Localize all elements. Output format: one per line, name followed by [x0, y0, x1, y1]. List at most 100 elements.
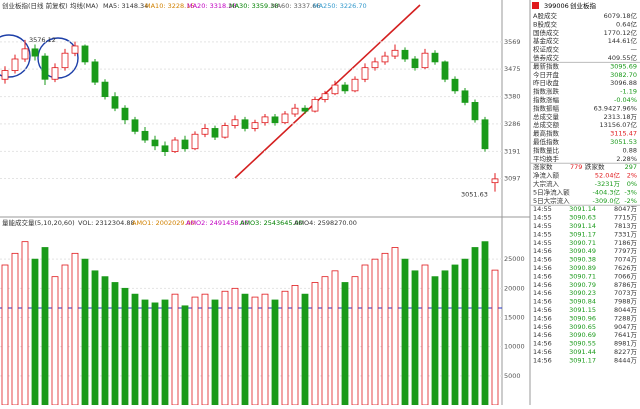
volume-bar	[381, 252, 389, 406]
quote-value: 0.88	[623, 146, 637, 154]
turnover-label: 基金成交	[533, 36, 560, 45]
flow-value: -309.0亿	[593, 196, 621, 205]
candle-body	[91, 61, 99, 83]
tick-volume: 9047万	[614, 323, 638, 331]
quote-label: 最低指数	[533, 137, 560, 146]
quote-value: 13156.07亿	[599, 120, 637, 129]
turnover-value: 0.64亿	[616, 19, 637, 28]
tick-price: 3091.17	[569, 230, 596, 238]
volume-bar	[241, 293, 249, 406]
tick-time: 14:55	[533, 239, 552, 247]
candle-body	[171, 139, 179, 153]
tick-price: 3090.49	[569, 247, 596, 255]
volume-bar	[291, 285, 299, 406]
ma-label: MA250: 3226.70	[313, 2, 367, 10]
turnover-label: B股成交	[533, 19, 557, 28]
tick-price: 3090.84	[569, 298, 596, 306]
volume-bar	[361, 264, 369, 406]
ma-label: MA60: 3337.66	[271, 2, 320, 10]
volume-bar	[101, 276, 109, 406]
candle-body	[341, 84, 349, 92]
quote-value: -1.19	[620, 88, 637, 96]
tick-volume: 7288万	[614, 314, 638, 322]
candle-body	[331, 84, 339, 95]
candle-body	[321, 93, 329, 100]
tick-volume: 7626万	[614, 264, 638, 272]
low-label: 3051.63	[461, 191, 488, 199]
candle-body	[411, 58, 419, 69]
quote-label: 指数涨幅	[533, 95, 560, 104]
volume-bar	[121, 287, 129, 406]
volume-bar	[371, 258, 379, 406]
index-name: 创业板指	[570, 1, 597, 10]
tick-price: 3090.65	[569, 323, 596, 331]
candle-body	[131, 119, 139, 132]
y-tick-label: 25000	[504, 255, 525, 263]
tick-volume: 7641万	[614, 331, 638, 339]
candle-body	[211, 128, 219, 138]
flow-value: -404.3亿	[593, 187, 621, 196]
chart-title: 创业板指(日线 前复权)	[2, 1, 68, 10]
candle-body	[151, 139, 159, 147]
candle-body	[61, 52, 69, 69]
tick-price: 3091.17	[569, 356, 596, 364]
tick-time: 14:56	[533, 314, 552, 322]
quote-label: 指数量比	[533, 145, 560, 154]
volume-bar	[401, 258, 409, 406]
volume-stat: AMO3: 2543645.00	[240, 219, 303, 227]
candle-body	[161, 145, 169, 153]
y-tick-label: 10000	[504, 343, 525, 351]
volume-bar	[351, 276, 359, 406]
candle-body	[81, 45, 89, 63]
volume-stat: AMO2: 2491458.00	[186, 219, 249, 227]
candle-body	[291, 107, 299, 115]
candle-body	[221, 125, 229, 138]
quote-value: -0.04%	[614, 96, 637, 104]
tick-time: 14:56	[533, 247, 552, 255]
quote-label: 今日开盘	[533, 70, 560, 79]
up-count-label: 涨家数	[533, 162, 553, 171]
tick-volume: 8981万	[614, 340, 638, 348]
volume-bar	[1, 264, 9, 406]
volume-bar	[451, 264, 459, 406]
volume-bar	[161, 299, 169, 406]
candle-body	[121, 107, 129, 121]
volume-bar	[11, 252, 19, 406]
tick-volume: 8044万	[614, 306, 638, 314]
tick-price: 3091.44	[569, 348, 596, 356]
y-tick-label: 3286	[504, 120, 521, 128]
down-count: 297	[625, 163, 637, 171]
candle-body	[311, 99, 319, 112]
volume-bar	[231, 287, 239, 406]
ma-label: MA20: 3318.28	[187, 2, 236, 10]
tick-time: 14:55	[533, 214, 552, 222]
turnover-label: A股成交	[533, 11, 557, 20]
tick-time: 14:56	[533, 298, 552, 306]
flow-label: 净流入额	[533, 171, 560, 180]
flow-pct: 0%	[627, 180, 637, 188]
tick-time: 14:55	[533, 222, 552, 230]
candle-body	[41, 55, 49, 80]
flow-pct: -2%	[624, 197, 637, 205]
quote-label: 指数振幅	[533, 103, 560, 112]
tick-time: 14:56	[533, 323, 552, 331]
turnover-value: 144.61亿	[608, 36, 638, 45]
candle-body	[191, 133, 199, 150]
tick-price: 3090.89	[569, 264, 596, 272]
tick-volume: 8227万	[614, 348, 638, 356]
y-tick-label: 3569	[504, 38, 521, 46]
turnover-value: —	[631, 46, 638, 54]
flow-value: 52.04亿	[595, 171, 621, 180]
candle-body	[141, 130, 149, 141]
candle-body	[391, 49, 399, 57]
quote-label: 总成交额	[533, 120, 560, 129]
candle-body	[271, 116, 279, 124]
index-icon	[532, 2, 539, 9]
candle-body	[21, 48, 29, 60]
tick-volume: 7073万	[614, 289, 638, 297]
tick-volume: 7813万	[614, 222, 638, 230]
tick-price: 3090.38	[569, 256, 596, 264]
tick-volume: 8786万	[614, 281, 638, 289]
